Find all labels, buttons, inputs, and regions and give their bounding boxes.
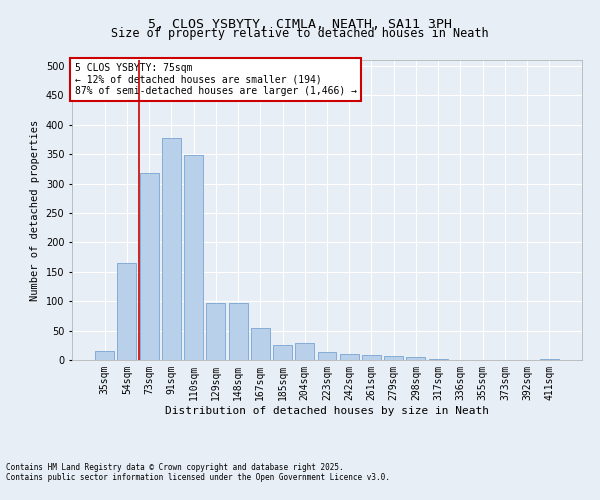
Bar — [273, 346, 292, 360]
Bar — [118, 263, 136, 360]
Text: Contains HM Land Registry data © Crown copyright and database right 2025.: Contains HM Land Registry data © Crown c… — [6, 464, 344, 472]
Text: 5, CLOS YSBYTY, CIMLA, NEATH, SA11 3PH: 5, CLOS YSBYTY, CIMLA, NEATH, SA11 3PH — [148, 18, 452, 30]
X-axis label: Distribution of detached houses by size in Neath: Distribution of detached houses by size … — [165, 406, 489, 415]
Text: 5 CLOS YSBYTY: 75sqm
← 12% of detached houses are smaller (194)
87% of semi-deta: 5 CLOS YSBYTY: 75sqm ← 12% of detached h… — [74, 63, 356, 96]
Bar — [95, 351, 114, 360]
Bar — [184, 156, 203, 360]
Bar — [140, 173, 158, 360]
Bar — [362, 354, 381, 360]
Bar — [384, 356, 403, 360]
Y-axis label: Number of detached properties: Number of detached properties — [30, 120, 40, 300]
Bar — [340, 354, 359, 360]
Bar — [406, 357, 425, 360]
Bar — [162, 138, 181, 360]
Bar — [295, 343, 314, 360]
Bar — [229, 303, 248, 360]
Text: Size of property relative to detached houses in Neath: Size of property relative to detached ho… — [111, 28, 489, 40]
Bar — [317, 352, 337, 360]
Text: Contains public sector information licensed under the Open Government Licence v3: Contains public sector information licen… — [6, 474, 390, 482]
Bar — [206, 303, 225, 360]
Bar — [251, 328, 270, 360]
